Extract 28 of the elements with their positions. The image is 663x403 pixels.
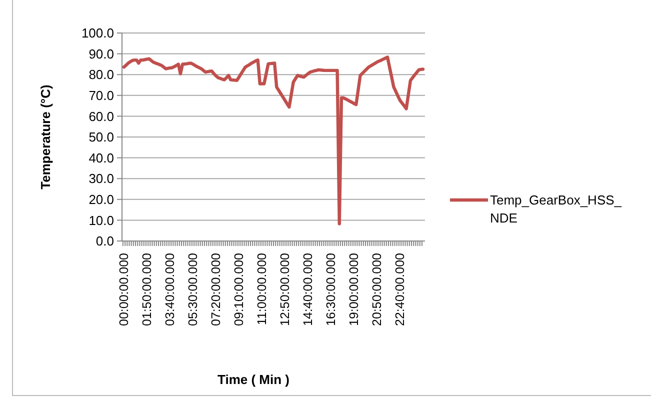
y-tick-label: 40.0 — [88, 150, 114, 166]
y-tick-label: 0.0 — [96, 234, 114, 249]
x-tick-label: 19:00:00.000 — [347, 252, 361, 326]
x-tick-label: 22:40:00.000 — [393, 252, 407, 326]
x-tick-label: 00:00:00.000 — [117, 252, 131, 326]
x-tick-label: 20:50:00.000 — [370, 252, 384, 326]
x-tick-label: 05:30:00.000 — [186, 252, 200, 326]
y-tick-label: 90.0 — [88, 46, 114, 62]
y-tick-label: 100.0 — [81, 26, 114, 41]
x-tick-label: 12:50:00.000 — [278, 252, 292, 326]
y-axis-title: Temperature (°C) — [38, 84, 53, 190]
line-series — [122, 56, 425, 226]
y-tick-label: 60.0 — [88, 108, 114, 124]
y-tick-label: 80.0 — [88, 67, 114, 82]
x-tick-label: 03:40:00.000 — [163, 252, 177, 326]
y-tick-label: 70.0 — [88, 88, 114, 103]
x-tick-label: 07:20:00.000 — [209, 252, 223, 326]
y-tick-label: 10.0 — [88, 212, 114, 228]
x-tick-label: 01:50:00.000 — [140, 252, 154, 326]
x-axis-title: Time ( Min ) — [218, 372, 290, 387]
x-tick-label: 11:00:00.000 — [255, 252, 269, 326]
x-tick-label: 16:30:00.000 — [324, 252, 338, 326]
y-tick-label: 30.0 — [88, 171, 114, 186]
x-tick-label: 09:10:00.000 — [232, 252, 246, 326]
x-tick-label: 14:40:00.000 — [301, 252, 315, 326]
legend-label: Temp_GearBox_HSS_NDE — [490, 192, 622, 226]
y-tick-label: 50.0 — [88, 130, 114, 145]
y-tick-label: 20.0 — [88, 192, 114, 207]
